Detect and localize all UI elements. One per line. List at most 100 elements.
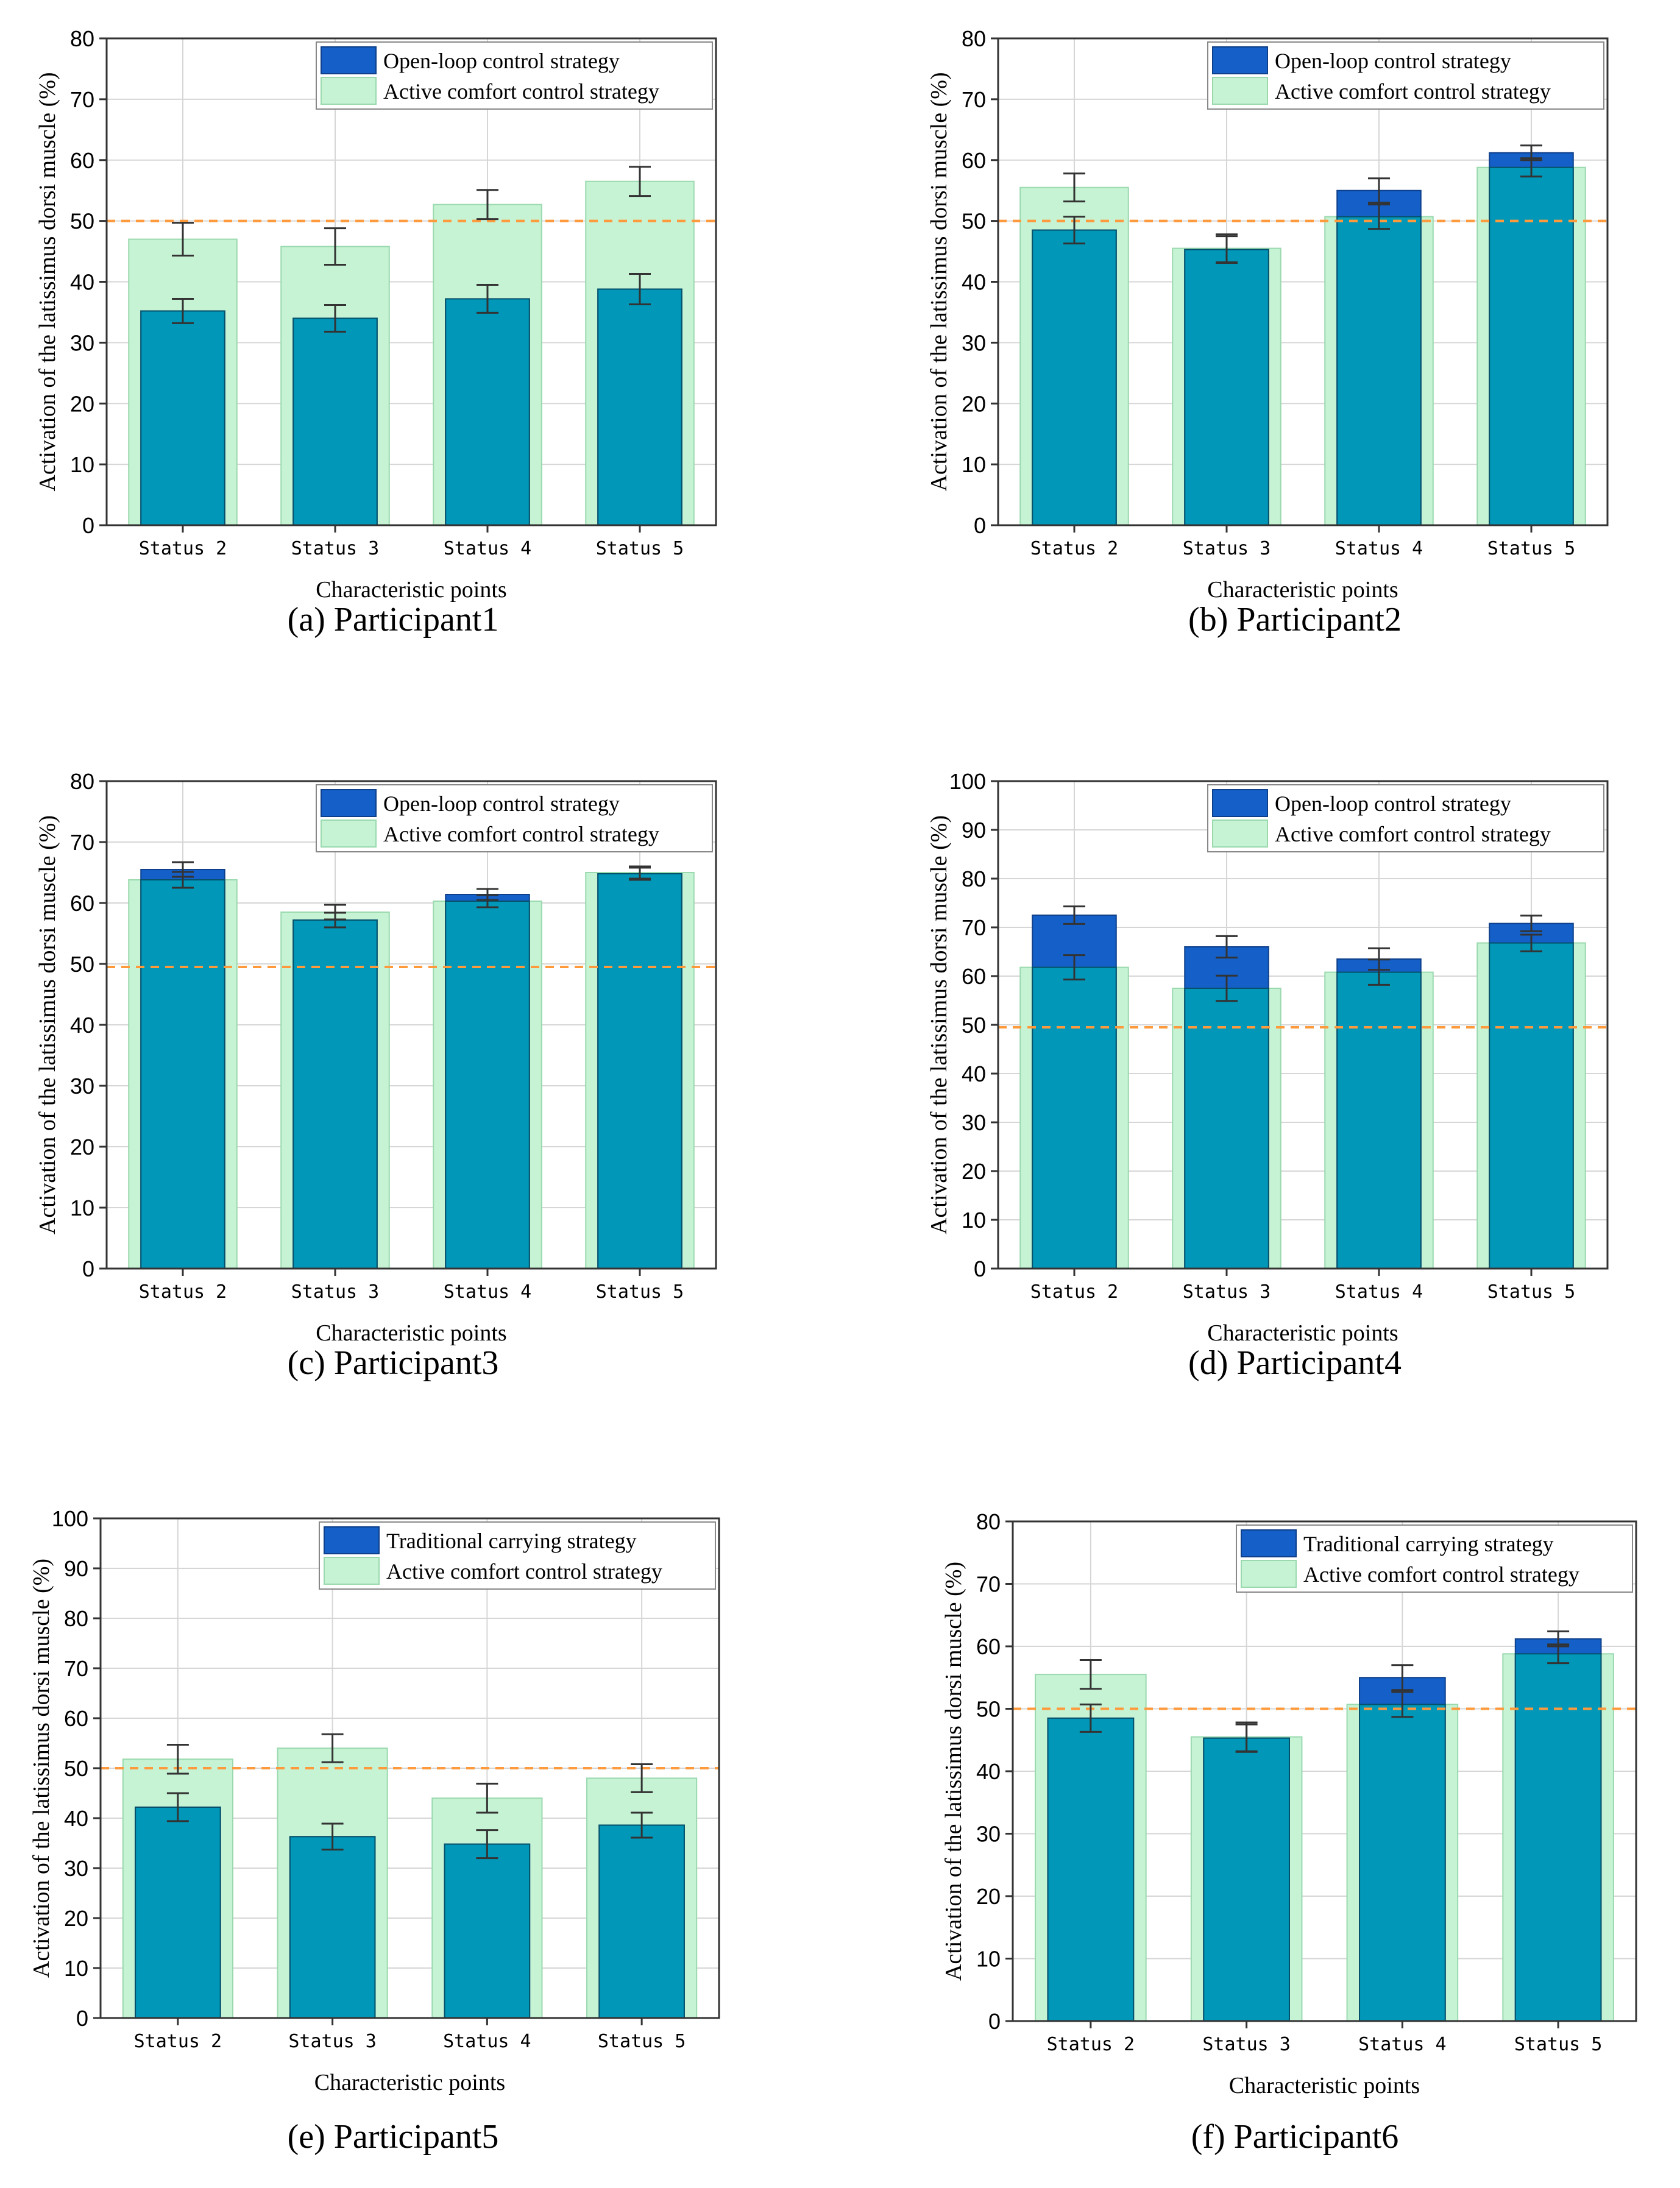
error-bar-active-comfort: [1391, 1691, 1414, 1718]
caption-b: (b) Participant2: [1188, 601, 1402, 639]
y-tick-label: 80: [976, 1509, 1001, 1534]
x-tick-label: Status 5: [598, 2031, 686, 2052]
y-tick-label: 70: [962, 915, 986, 940]
error-bar-active-comfort: [631, 1763, 653, 1793]
y-tick-label: 40: [64, 1806, 88, 1831]
bar-overlap: [445, 901, 530, 1269]
y-tick-label: 0: [76, 2006, 88, 2031]
legend-label: Active comfort control strategy: [383, 822, 659, 846]
y-tick-label: 30: [962, 1110, 986, 1135]
y-tick-label: 70: [70, 87, 94, 112]
y-axis-title: Activation of the latissimus dorsi muscl…: [926, 815, 952, 1234]
error-bar-active-comfort: [1520, 157, 1542, 178]
y-tick-label: 60: [962, 148, 986, 173]
bar-overlap: [445, 298, 530, 526]
bar-overlap: [1047, 1717, 1135, 2022]
x-axis-title: Characteristic points: [316, 577, 506, 603]
x-tick-label: Status 5: [596, 1281, 684, 1303]
y-axis-title: Activation of the latissimus dorsi muscl…: [926, 72, 952, 491]
y-tick-label: 70: [70, 830, 94, 855]
y-tick-label: 10: [64, 1956, 88, 1981]
error-bar-active-comfort: [172, 222, 194, 257]
y-tick-label: 90: [64, 1556, 88, 1581]
x-tick-label: Status 4: [1335, 1281, 1423, 1303]
error-bar-open-loop: [324, 303, 346, 333]
y-tick-label: 50: [70, 209, 94, 234]
legend-swatch-open-loop: [324, 1526, 380, 1554]
x-tick-label: Status 5: [1487, 538, 1576, 559]
legend-swatch-active-comfort: [1241, 1560, 1297, 1588]
legend-label: Active comfort control strategy: [1303, 1562, 1579, 1587]
bar-overlap: [597, 288, 682, 526]
y-tick-label: 90: [962, 818, 986, 843]
error-bar-open-loop: [476, 1829, 498, 1860]
error-bar-active-comfort: [1079, 1659, 1102, 1690]
legend-swatch-active-comfort: [324, 1557, 380, 1585]
legend-swatch-active-comfort: [321, 77, 377, 105]
error-bar-active-comfort: [1547, 1643, 1570, 1665]
legend-label: Traditional carrying strategy: [1303, 1532, 1554, 1556]
y-tick-label: 20: [962, 1159, 986, 1184]
bar-overlap: [1359, 1704, 1446, 2022]
y-tick-label: 20: [70, 391, 94, 416]
y-tick-label: 80: [962, 866, 986, 891]
x-tick-label: Status 4: [1335, 538, 1423, 559]
y-tick-label: 80: [962, 26, 986, 51]
chart-panel-1: 0 10 20 30 40 50 60 70 80 Status 2 Status 3 Status …: [926, 26, 1609, 603]
error-bar-active-comfort: [172, 871, 194, 889]
x-tick-label: Status 2: [1030, 1281, 1119, 1303]
chart-panel-4: 0 10 20 30 40 50 60 70 80 90 100 Status 2 Status 3 St…: [29, 1506, 720, 2095]
y-tick-label: 50: [962, 1013, 986, 1038]
x-axis-title: Characteristic points: [1207, 577, 1398, 603]
x-tick-label: Status 2: [139, 1281, 227, 1303]
y-tick-label: 50: [962, 209, 986, 234]
legend-box: [1207, 41, 1604, 110]
legend-box: [319, 1521, 716, 1590]
legend-box: [316, 784, 713, 852]
legend-swatch-open-loop: [321, 46, 377, 74]
x-tick-label: Status 5: [1514, 2034, 1603, 2055]
y-tick-label: 40: [70, 1013, 94, 1038]
chart-panel-0: 0 10 20 30 40 50 60 70 80 Status 2 Status 3 Status …: [35, 26, 717, 603]
y-tick-label: 10: [962, 452, 986, 477]
y-tick-label: 60: [70, 891, 94, 916]
y-tick-label: 10: [976, 1947, 1001, 1972]
x-tick-label: Status 3: [291, 538, 380, 559]
y-tick-label: 0: [988, 2009, 1001, 2034]
y-tick-label: 0: [974, 513, 986, 538]
y-tick-label: 80: [70, 769, 94, 794]
x-tick-label: Status 5: [1487, 1281, 1576, 1303]
legend-swatch-active-comfort: [1212, 77, 1268, 105]
y-tick-label: 40: [962, 1061, 986, 1086]
legend: Open-loop control strategy Active comfort…: [316, 784, 713, 852]
legend-label: Active comfort control strategy: [1275, 79, 1551, 104]
y-tick-label: 0: [974, 1256, 986, 1281]
y-tick-label: 20: [962, 391, 986, 416]
y-tick-label: 20: [70, 1135, 94, 1159]
y-axis-title: Activation of the latissimus dorsi muscl…: [29, 1559, 54, 1978]
error-bar-open-loop: [1391, 1664, 1414, 1691]
y-tick-label: 80: [64, 1606, 88, 1631]
chart-panel-2: 0 10 20 30 40 50 60 70 80 Status 2 Status 3 Status …: [35, 769, 717, 1346]
error-bar-active-comfort: [1216, 974, 1238, 1002]
error-bar-active-comfort: [1368, 204, 1390, 230]
bar-overlap: [444, 1843, 531, 2019]
error-bar-open-loop: [477, 283, 498, 314]
x-tick-label: Status 4: [1358, 2034, 1447, 2055]
legend-box: [316, 41, 713, 110]
caption-f: (f) Participant6: [1191, 2118, 1399, 2156]
x-tick-label: Status 5: [596, 538, 684, 559]
error-bar-active-comfort: [1063, 172, 1085, 203]
y-tick-label: 100: [52, 1506, 88, 1531]
error-bar-open-loop: [1520, 915, 1542, 932]
y-axis-title: Activation of the latissimus dorsi muscl…: [941, 1562, 966, 1981]
y-tick-label: 10: [70, 1195, 94, 1220]
y-tick-label: 40: [976, 1759, 1001, 1784]
y-tick-label: 60: [70, 148, 94, 173]
bar-overlap: [292, 919, 378, 1269]
x-tick-label: Status 3: [1183, 538, 1271, 559]
y-tick-label: 100: [949, 769, 986, 794]
y-tick-label: 0: [82, 513, 94, 538]
x-tick-label: Status 3: [291, 1281, 380, 1303]
